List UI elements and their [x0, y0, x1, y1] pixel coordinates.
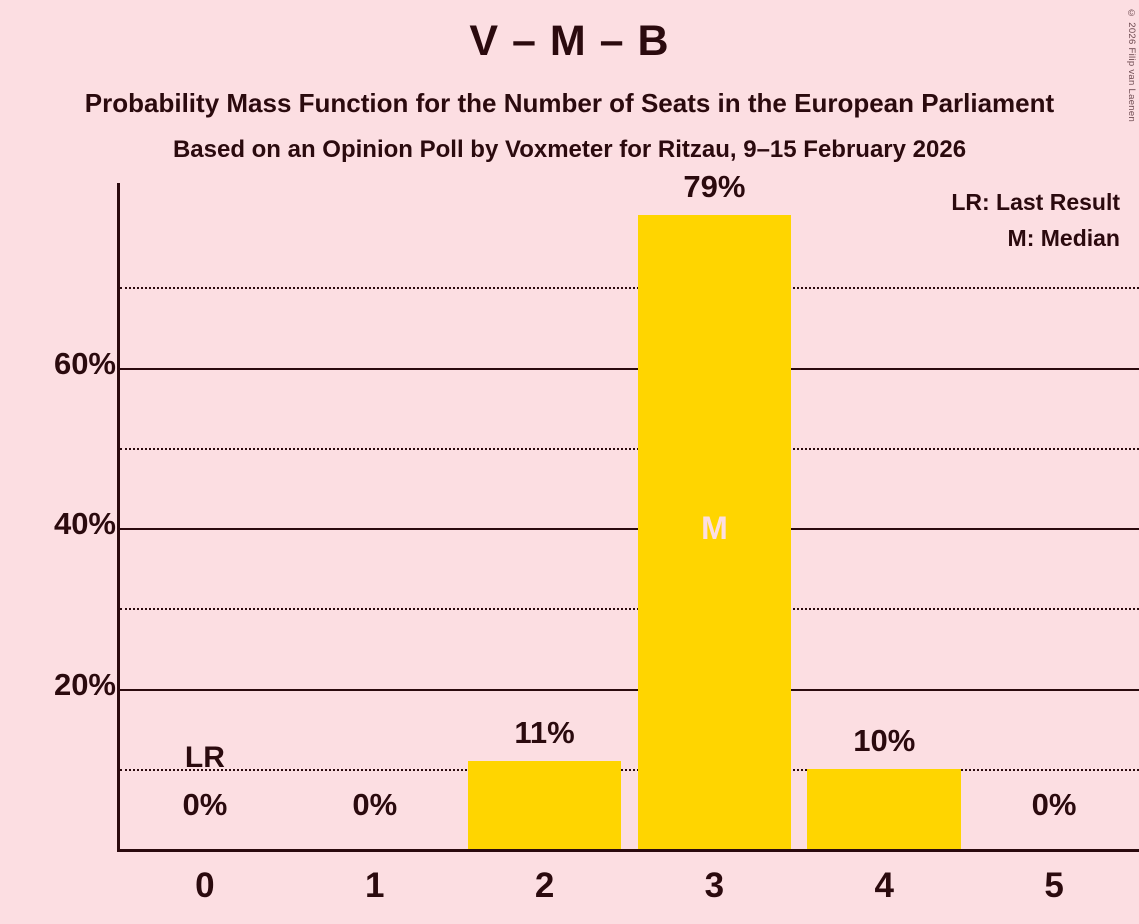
legend-item-median: M: Median	[1007, 225, 1120, 251]
bar-group: 10%	[799, 183, 969, 849]
page-title: V – M – B	[469, 17, 670, 65]
bar	[637, 215, 792, 849]
gridline-major	[120, 688, 1139, 691]
gridline-minor	[120, 287, 1139, 290]
bar-value-label: 10%	[853, 722, 916, 758]
gridline-minor	[120, 768, 1139, 771]
chart-legend: LR: Last Result M: Median	[951, 184, 1120, 256]
gridline-minor	[120, 608, 1139, 611]
x-axis-tick: 4	[799, 866, 969, 916]
x-axis-tick-label: 4	[874, 866, 894, 905]
bar-group: 79% M	[630, 169, 800, 849]
bar-group: 11%	[460, 183, 630, 849]
x-axis-tick-label: 2	[534, 866, 555, 905]
x-axis-tick-labels: 0 1 2 3 4 5	[120, 866, 1139, 916]
y-axis-line	[117, 183, 120, 852]
y-axis-tick-label: 40%	[53, 506, 116, 542]
x-axis-tick-label: 0	[195, 866, 215, 905]
chart-subsubtitle: Based on an Opinion Poll by Voxmeter for…	[172, 136, 967, 163]
legend-item-last-result: LR: Last Result	[951, 189, 1120, 215]
copyright-notice: © 2026 Filip van Laenen	[1126, 8, 1137, 123]
last-result-marker: LR	[184, 740, 225, 774]
x-axis-tick-label: 3	[704, 866, 725, 905]
bar-value-label: 0%	[182, 787, 228, 822]
bar-value-label: 0%	[1031, 787, 1077, 822]
x-axis-tick: 2	[460, 866, 630, 916]
x-axis-tick: 1	[290, 866, 460, 916]
bar-group: 0% LR	[120, 183, 290, 849]
y-axis-tick-label: 60%	[53, 345, 116, 381]
bar	[467, 760, 622, 849]
plot-area: 20% 40% 60% 0% LR 0% 11% 79% M 10% 0%	[54, 169, 1139, 852]
median-marker: M	[701, 510, 728, 547]
bar-value-label: 79%	[683, 169, 746, 205]
bar-value-label: 0%	[352, 787, 398, 822]
x-axis-tick-label: 5	[1044, 866, 1064, 905]
x-axis-line	[117, 849, 1139, 852]
x-axis-tick-label: 1	[365, 866, 385, 905]
bar	[807, 768, 962, 849]
gridline-minor	[120, 447, 1139, 450]
x-axis-tick: 5	[969, 866, 1139, 916]
y-axis-tick-label: 20%	[53, 666, 116, 702]
chart-subtitle: Probability Mass Function for the Number…	[84, 88, 1055, 118]
x-axis-tick: 3	[630, 866, 800, 916]
gridline-major	[120, 367, 1139, 370]
bar-group: 0%	[969, 183, 1139, 849]
bar-value-label: 11%	[514, 714, 575, 750]
gridline-major	[120, 528, 1139, 531]
bar-group: 0%	[290, 183, 460, 849]
x-axis-tick: 0	[120, 866, 290, 916]
